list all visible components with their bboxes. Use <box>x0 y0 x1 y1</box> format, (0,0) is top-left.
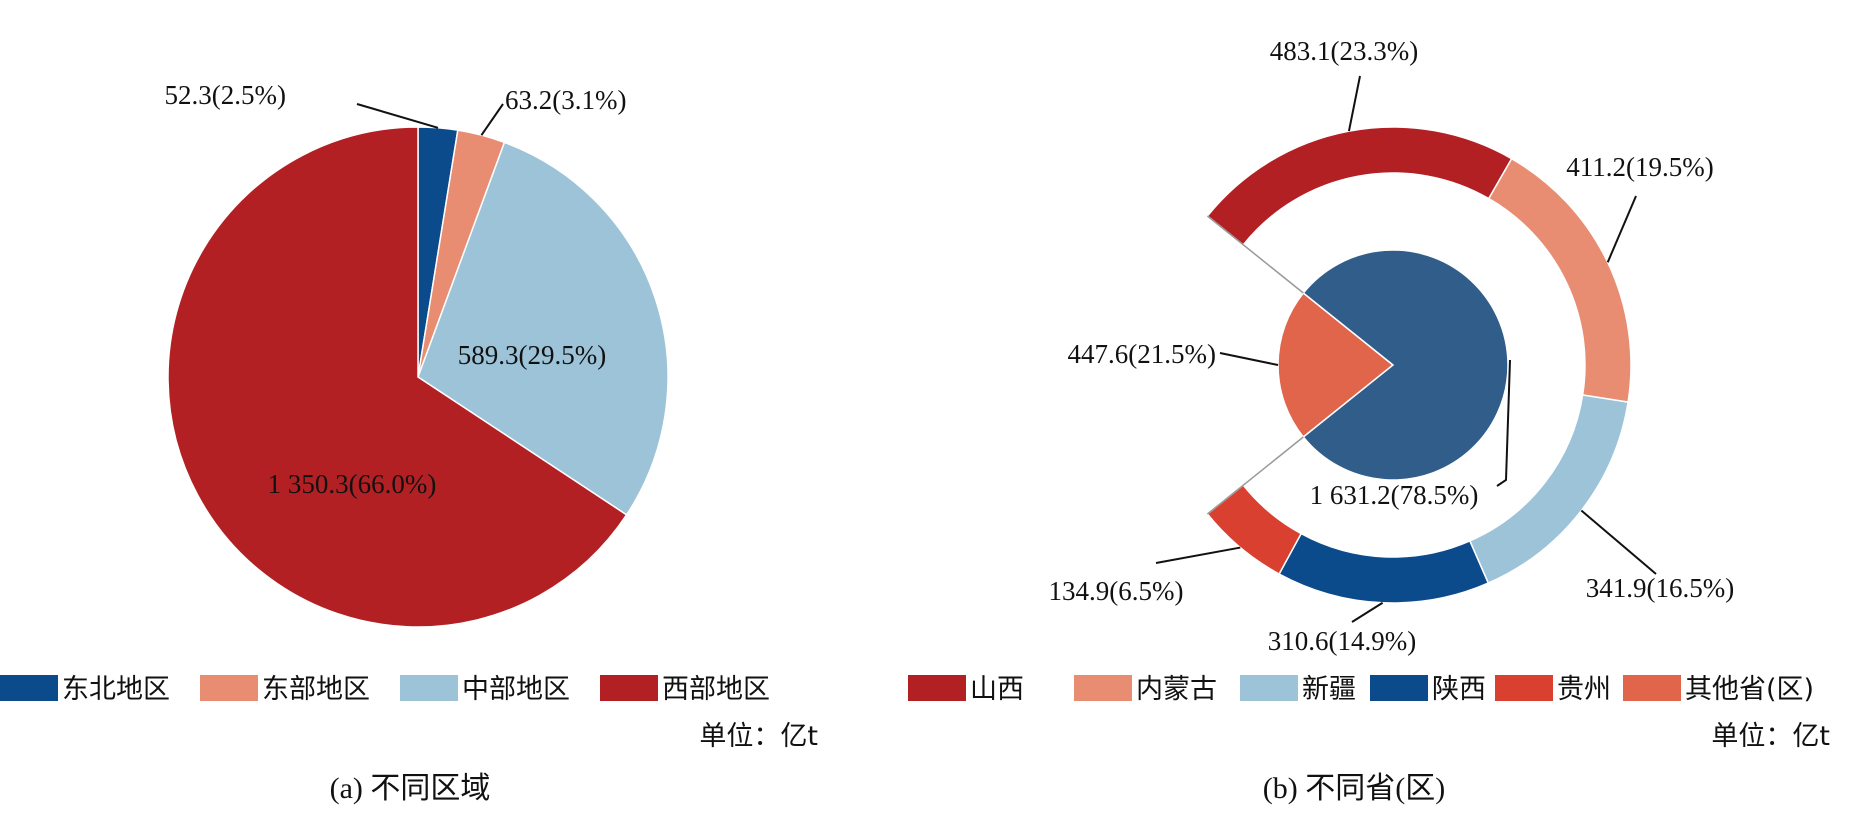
legend-swatch-2 <box>200 675 258 701</box>
ring-segment-5 <box>1206 484 1303 576</box>
legend-label-b-4: 陕西 <box>1432 674 1486 705</box>
legend-swatch-b-5 <box>1495 675 1553 701</box>
ring-leader-1 <box>1347 75 1361 132</box>
leader-line-2 <box>480 103 504 136</box>
legend-swatch-b-6 <box>1623 675 1681 701</box>
ring-leader-5 <box>1155 546 1241 564</box>
legend-label-b-5: 贵州 <box>1557 674 1611 705</box>
ring-leader-4 <box>1351 601 1384 623</box>
ring-segment-3 <box>1468 394 1629 585</box>
chart-b-provinces: 483.1(23.3%) 411.2(19.5%) 341.9(16.5%) 310.… <box>908 36 1814 705</box>
leader-line-1 <box>356 103 439 129</box>
legend-swatch-1 <box>0 675 58 701</box>
legend-label-b-2: 内蒙古 <box>1136 674 1217 705</box>
ring-label-4: 310.6(14.9%) <box>1268 626 1416 656</box>
pie-slice-3 <box>417 141 669 516</box>
data-label-2: 63.2(3.1%) <box>505 85 626 115</box>
data-label-3: 589.3(29.5%) <box>458 340 606 370</box>
ring-leader-2 <box>1606 195 1637 263</box>
legend-swatch-b-2 <box>1074 675 1132 701</box>
legend-swatch-b-4 <box>1370 675 1428 701</box>
ring-leader-3 <box>1580 509 1657 575</box>
inner-leader-other <box>1219 352 1279 366</box>
ring-label-1: 483.1(23.3%) <box>1270 36 1418 66</box>
legend-label-4: 西部地区 <box>662 674 770 705</box>
legend-label-b-3: 新疆 <box>1302 674 1356 705</box>
inner-label-main: 1 631.2(78.5%) <box>1310 480 1479 510</box>
connector-line-2 <box>1206 215 1304 294</box>
chart-a-regions: 52.3(2.5%) 63.2(3.1%) 589.3(29.5%) 1 350.3(… <box>0 80 770 705</box>
legend-label-b-6: 其他省(区) <box>1685 674 1814 705</box>
ring-label-3: 341.9(16.5%) <box>1586 573 1734 603</box>
legend-label-b-1: 山西 <box>970 674 1024 705</box>
ring-label-5: 134.9(6.5%) <box>1049 576 1184 606</box>
legend-swatch-b-1 <box>908 675 966 701</box>
legend-swatch-3 <box>400 675 458 701</box>
legend-swatch-4 <box>600 675 658 701</box>
inner-leader-main <box>1496 359 1511 487</box>
ring-label-2: 411.2(19.5%) <box>1566 152 1713 182</box>
legend-label-3: 中部地区 <box>462 674 570 705</box>
inner-slice-main <box>1302 249 1509 481</box>
chart-a-unit-label: 单位：亿t <box>699 721 818 752</box>
legend-label-1: 东北地区 <box>62 674 170 705</box>
data-label-1: 52.3(2.5%) <box>165 80 286 110</box>
legend-label-2: 东部地区 <box>262 674 370 705</box>
legend-swatch-b-3 <box>1240 675 1298 701</box>
ring-segment-4 <box>1278 532 1490 604</box>
pie-slice-4 <box>167 126 628 628</box>
inner-label-other: 447.6(21.5%) <box>1068 339 1216 369</box>
chart-b-unit-label: 单位：亿t <box>1711 721 1830 752</box>
data-label-4: 1 350.3(66.0%) <box>268 469 437 499</box>
ring-segment-1 <box>1206 126 1513 246</box>
chart-b-caption: (b) 不同省(区) <box>1263 772 1445 805</box>
connector-line-1 <box>1206 436 1304 515</box>
chart-a-caption: (a) 不同区域 <box>330 772 491 805</box>
